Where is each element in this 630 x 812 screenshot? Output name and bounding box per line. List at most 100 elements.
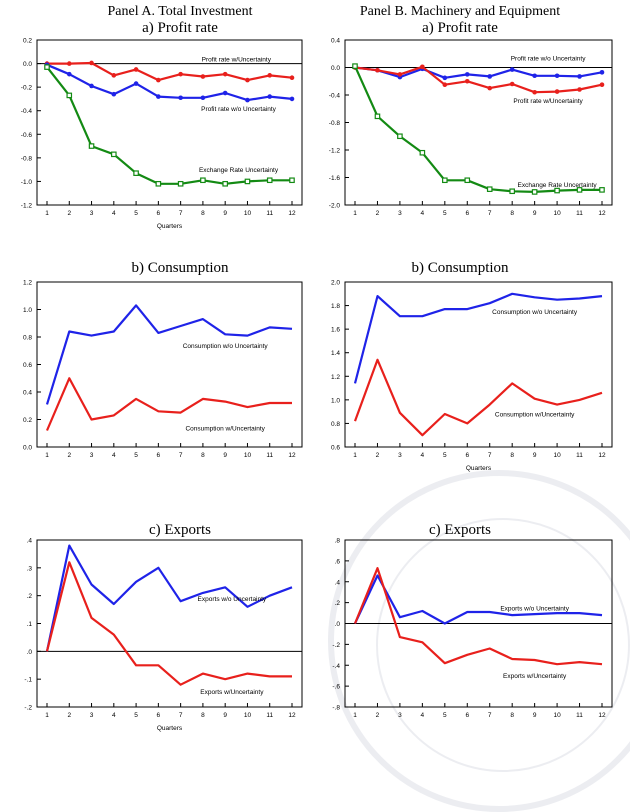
data-point (532, 89, 537, 95)
y-tick-label: .8 (335, 538, 341, 545)
chart-a-profit-rate: 0.20.0-0.2-0.4-0.6-0.8-1.0-1.21 2 3 4 5 6 7 8 9 1… (21, 38, 303, 230)
series-label: Exports w/o Uncertainty (198, 596, 267, 603)
data-point (133, 81, 139, 86)
x-tick-label: 8 (201, 712, 205, 719)
data-point (245, 77, 250, 83)
x-tick-label: 11 (576, 210, 583, 217)
x-tick-label: 10 (553, 712, 561, 719)
x-tick-label: 7 (179, 452, 183, 459)
x-tick-label: 6 (157, 452, 161, 459)
data-point (178, 71, 183, 77)
x-tick-label: 2 (376, 452, 380, 459)
y-tick-label: -0.2 (21, 85, 33, 92)
x-tick-label: 6 (157, 712, 161, 719)
x-tick-label: 6 (465, 210, 469, 217)
x-tick-label: 10 (553, 210, 561, 217)
chart-title-a-profit: a) Profit rate (142, 20, 218, 36)
x-tick-label: 2 (67, 712, 71, 719)
x-tick-label: 3 (398, 210, 402, 217)
y-tick-label: 2.0 (331, 280, 340, 287)
series-label: Profit rate w/Uncertainty (513, 98, 583, 105)
y-tick-label: -2.0 (329, 203, 341, 210)
x-tick-label: 5 (443, 712, 447, 719)
data-point (66, 92, 73, 99)
series-label: Profit rate w/o Uncertainty (511, 55, 587, 62)
x-tick-label: 3 (90, 452, 94, 459)
data-point (397, 133, 403, 140)
x-tick-label: 4 (112, 712, 116, 719)
x-tick-label: 7 (488, 210, 492, 217)
data-point (509, 81, 515, 87)
y-tick-label: 0.0 (331, 65, 340, 72)
series-line (354, 574, 603, 625)
x-axis-label: Quarters (157, 223, 183, 230)
y-tick-label: 1.2 (331, 374, 340, 381)
y-tick-label: 0.4 (23, 390, 32, 397)
data-point (111, 91, 117, 97)
y-tick-label: 0.6 (331, 445, 340, 452)
data-point (576, 187, 583, 193)
data-point (222, 71, 228, 77)
x-tick-label: 12 (598, 210, 606, 217)
y-tick-label: -0.4 (329, 93, 341, 100)
series-label: Exchange Rate Uncertainty (518, 182, 598, 189)
series-label: Consumption w/Uncertainty (495, 412, 575, 419)
series-label: Consumption w/Uncertainty (185, 425, 265, 432)
x-tick-label: 4 (421, 210, 425, 217)
x-tick-label: 5 (443, 452, 447, 459)
x-tick-label: 5 (134, 452, 138, 459)
x-tick-label: 7 (179, 210, 183, 217)
data-point (599, 82, 605, 87)
y-tick-label: -0.8 (21, 155, 33, 162)
chart-title-a-consumption: b) Consumption (131, 260, 229, 276)
y-tick-label: .0 (27, 649, 33, 656)
data-point (245, 97, 250, 103)
y-tick-label: -.6 (332, 684, 340, 691)
x-tick-label: 10 (244, 452, 252, 459)
data-point (487, 74, 493, 79)
x-tick-label: 11 (576, 452, 583, 459)
data-point (442, 177, 448, 184)
y-tick-label: -.8 (332, 705, 340, 712)
chart-b-exports: .8.6.4.2.0-.2-.4-.6-.81 2 3 4 5 6 7 8 9 10 11 12Exp… (332, 538, 613, 719)
x-tick-label: 9 (533, 210, 537, 217)
data-point (577, 74, 582, 79)
x-tick-label: 8 (510, 712, 514, 719)
data-point (397, 72, 403, 77)
data-point (133, 67, 139, 72)
data-point (156, 77, 161, 83)
x-tick-label: 4 (421, 452, 425, 459)
x-tick-label: 11 (266, 210, 273, 217)
y-tick-label: -0.6 (21, 132, 33, 139)
x-tick-label: 9 (533, 452, 537, 459)
data-point (89, 83, 94, 89)
data-point (420, 64, 425, 70)
x-tick-label: 1 (353, 452, 357, 459)
x-axis-label: Quarters (466, 465, 492, 472)
data-point (486, 186, 493, 192)
y-tick-label: .2 (27, 593, 33, 600)
x-tick-label: 9 (223, 452, 227, 459)
data-point (111, 73, 117, 78)
x-tick-label: 1 (353, 712, 357, 719)
plot-frame (36, 39, 303, 206)
data-point (599, 70, 605, 75)
x-tick-label: 1 (45, 452, 49, 459)
x-tick-label: 7 (179, 712, 183, 719)
y-tick-label: .2 (335, 600, 341, 607)
data-point (200, 95, 206, 101)
data-point (289, 96, 295, 102)
series-label: Consumption w/o Uncertainty (492, 309, 578, 316)
x-tick-label: 3 (398, 712, 402, 719)
x-tick-label: 3 (90, 712, 94, 719)
series-label: Profit rate w/Uncertainty (202, 56, 272, 63)
data-point (222, 180, 228, 187)
y-tick-label: 1.2 (23, 280, 32, 287)
x-tick-label: 3 (90, 210, 94, 217)
chart-a-exports: .4.3.2.1.0-.1-.21 2 3 4 5 6 7 8 9 10 11 12QuartersE… (24, 538, 303, 732)
data-point (88, 143, 95, 149)
y-tick-label: -0.4 (21, 108, 33, 115)
chart-title-a-exports: c) Exports (148, 522, 212, 538)
y-tick-label: -.2 (24, 705, 32, 712)
y-tick-label: 0.2 (23, 417, 32, 424)
